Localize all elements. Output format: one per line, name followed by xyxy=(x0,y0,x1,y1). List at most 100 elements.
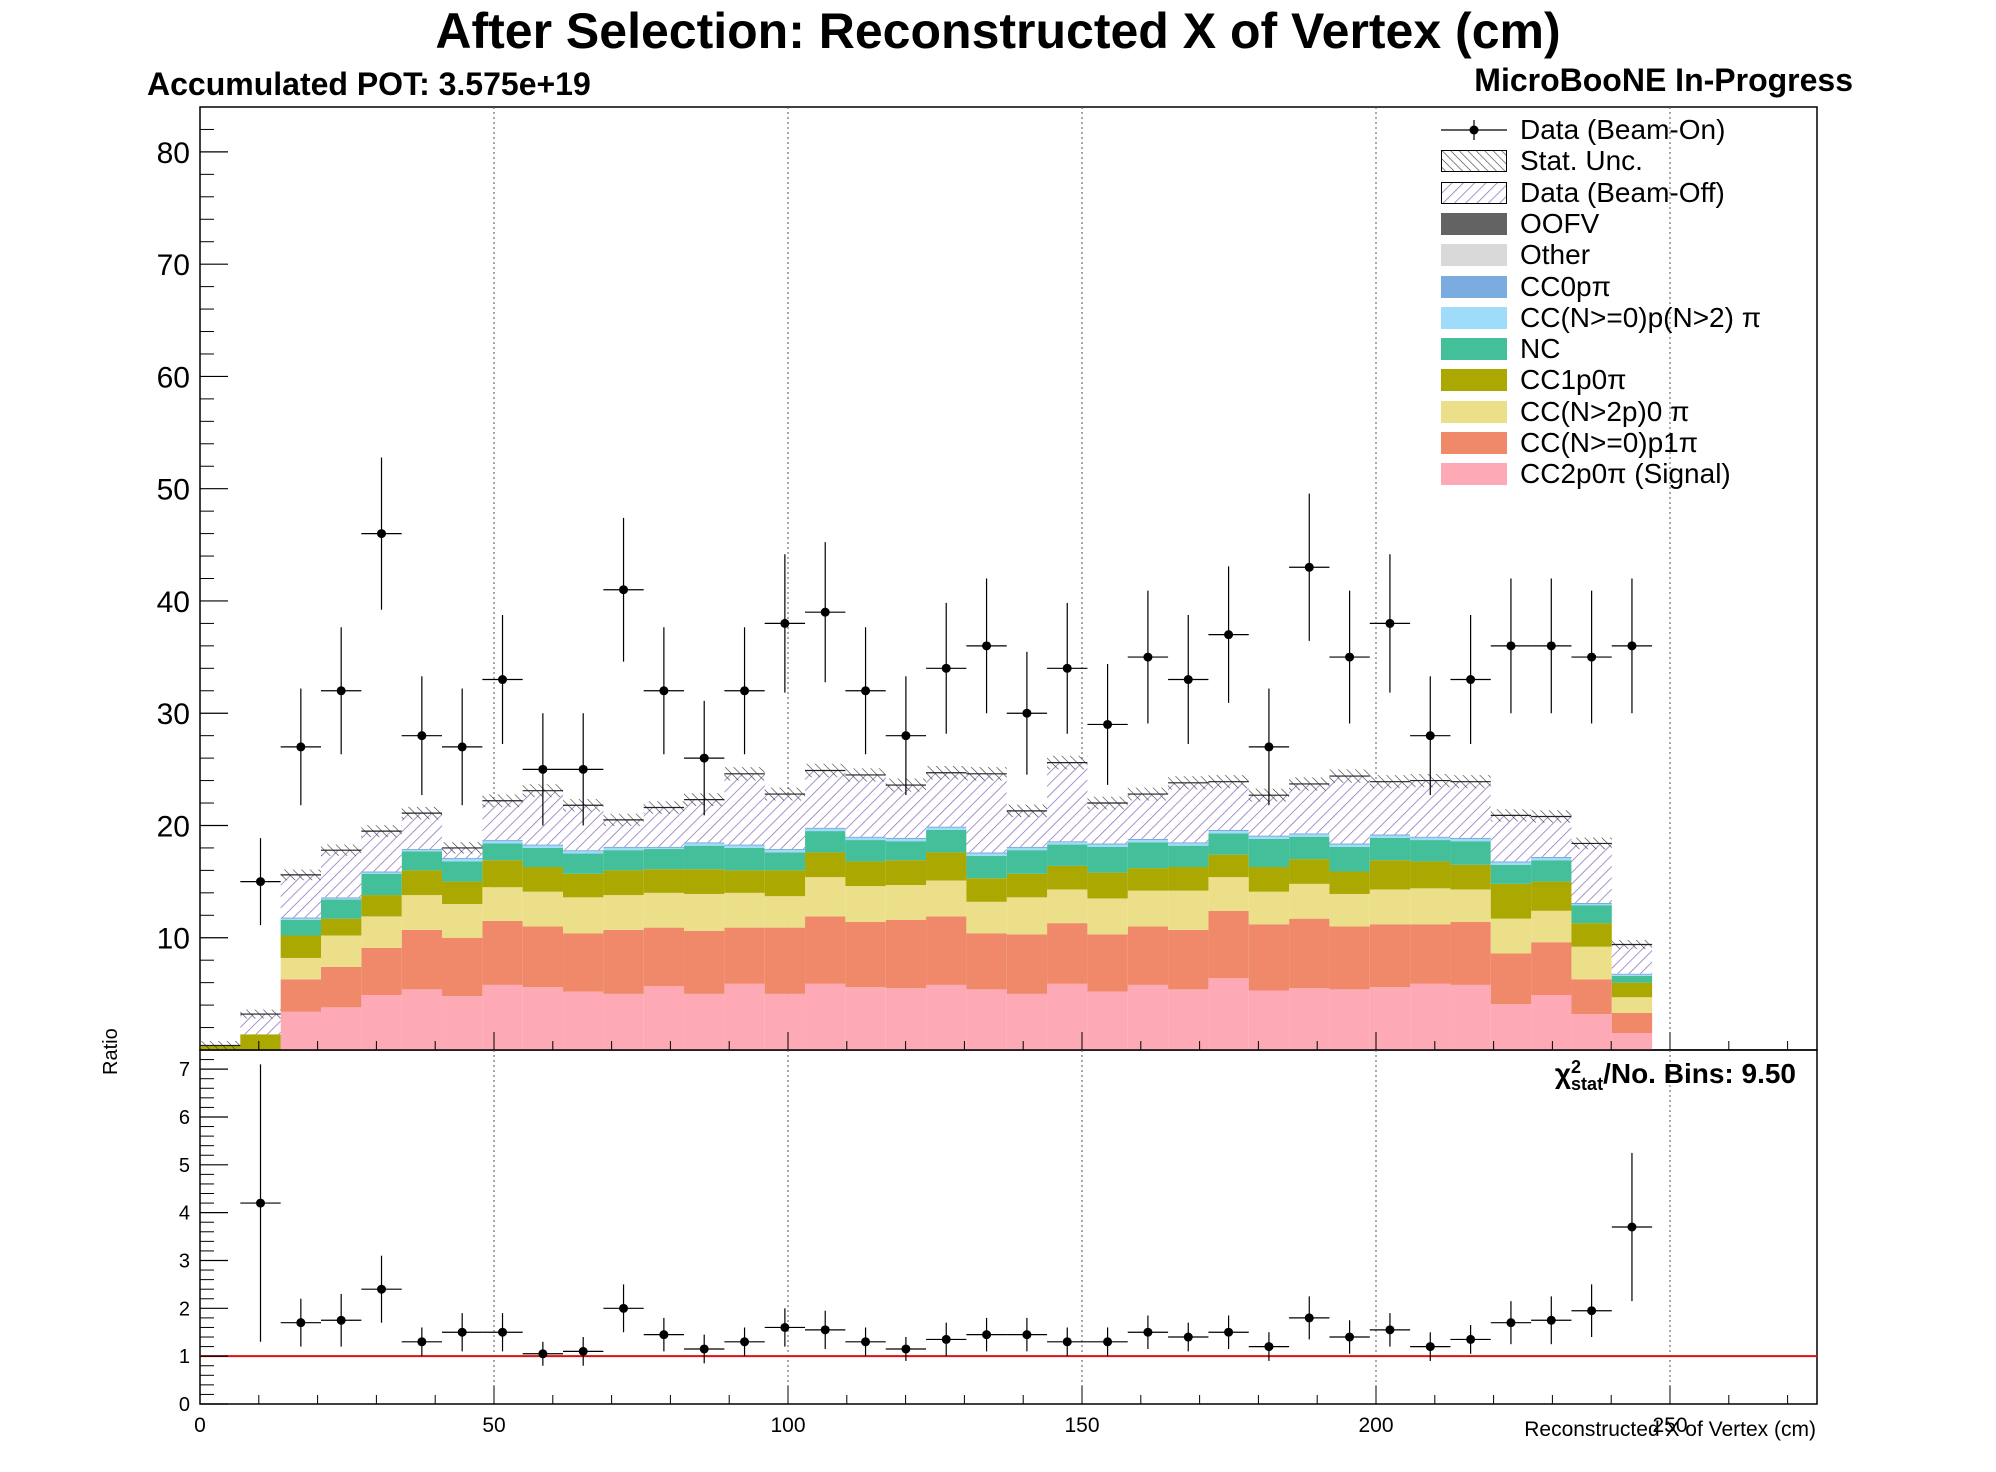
bar-segment xyxy=(1047,865,1088,890)
legend-swatch xyxy=(1441,275,1507,298)
ratio-y-tick-label: 1 xyxy=(179,1346,190,1368)
bar-segment xyxy=(1006,993,1048,1050)
bar-segment xyxy=(401,989,443,1050)
legend-label: Data (Beam-Off) xyxy=(1520,176,1725,208)
y-tick-label: 60 xyxy=(157,361,190,394)
data-point xyxy=(1183,675,1193,685)
bar-segment xyxy=(482,800,523,841)
bar-segment xyxy=(361,916,402,948)
bar-segment xyxy=(1127,890,1169,927)
bar-segment xyxy=(926,916,967,985)
bar-segment xyxy=(643,986,685,1050)
bar-segment xyxy=(280,918,322,920)
chart-title: After Selection: Reconstructed X of Vert… xyxy=(435,3,1561,59)
bar-segment xyxy=(885,884,927,920)
ratio-point xyxy=(1587,1306,1597,1316)
bar-segment xyxy=(1369,781,1411,835)
bar-segment xyxy=(1087,872,1128,899)
main-plot-area: 10 20 30 40 50 60 70 80 xyxy=(157,106,1818,1051)
bar-segment xyxy=(684,931,725,994)
bar-segment xyxy=(805,983,846,1050)
bar-segment xyxy=(442,881,483,905)
bar-segment xyxy=(482,920,523,985)
data-point xyxy=(941,663,951,673)
bar-segment xyxy=(1168,890,1209,930)
bar-segment xyxy=(361,831,402,872)
bar-segment xyxy=(966,853,1007,856)
bar-segment xyxy=(805,852,846,878)
bar-segment xyxy=(724,844,765,846)
bar-segment xyxy=(724,892,765,928)
bar-segment xyxy=(643,807,685,847)
bar-segment xyxy=(522,845,564,848)
bar-segment xyxy=(1168,842,1209,844)
data-point xyxy=(498,675,508,685)
bar-segment xyxy=(684,842,725,844)
legend-label: Other xyxy=(1520,239,1591,271)
bar-segment xyxy=(1047,889,1088,924)
bar-segment xyxy=(1087,843,1128,845)
data-point xyxy=(336,686,346,696)
bar-segment xyxy=(361,872,402,874)
x-tick-label: 50 xyxy=(482,1414,505,1437)
legend-swatch xyxy=(1441,244,1507,267)
bar-segment xyxy=(1611,1012,1653,1034)
bar-segment xyxy=(845,861,886,887)
bar-segment xyxy=(1248,838,1290,868)
bar-segment xyxy=(1410,837,1451,841)
bar-segment xyxy=(885,838,927,842)
bar-segment xyxy=(1611,982,1653,998)
bar-segment xyxy=(1127,842,1169,869)
bar-segment xyxy=(1047,923,1088,984)
ratio-point xyxy=(1062,1337,1072,1347)
bar-segment xyxy=(1531,910,1572,943)
ratio-point xyxy=(296,1318,306,1328)
ratio-axis-label: Ratio xyxy=(100,1028,122,1075)
bar-segment xyxy=(684,843,725,846)
chi2-annotation: χ 2 stat/No. Bins: 9.50 xyxy=(1555,1058,1796,1093)
bar-segment xyxy=(603,993,644,1050)
legend-swatch xyxy=(1441,306,1507,329)
ratio-point xyxy=(1385,1325,1395,1335)
bar-segment xyxy=(926,984,967,1050)
bar-segment xyxy=(1490,1003,1532,1050)
bar-segment xyxy=(1571,1014,1612,1050)
data-point xyxy=(578,764,588,774)
bar-segment xyxy=(1410,836,1451,838)
bar-segment xyxy=(361,947,402,995)
bar-segment xyxy=(1611,944,1653,974)
y-tick-label: 70 xyxy=(157,249,190,282)
data-point xyxy=(1546,641,1556,651)
legend-swatch xyxy=(1441,181,1507,204)
bar-segment xyxy=(321,966,362,1008)
ratio-point xyxy=(1143,1327,1153,1337)
data-point xyxy=(861,686,871,696)
y-tick-label: 20 xyxy=(157,810,190,843)
bar-segment xyxy=(966,773,1007,853)
bar-segment xyxy=(442,861,483,882)
bar-segment xyxy=(966,901,1007,934)
bar-segment xyxy=(684,869,725,894)
bar-segment xyxy=(724,870,765,893)
bar-segment xyxy=(280,957,322,980)
bar-segment xyxy=(805,831,846,853)
bar-segment xyxy=(1490,862,1532,865)
bar-segment xyxy=(684,845,725,870)
bar-segment xyxy=(321,897,362,899)
bar-segment xyxy=(442,937,483,997)
bar-segment xyxy=(643,846,685,848)
bar-segment xyxy=(1410,924,1451,984)
data-point xyxy=(1385,618,1395,628)
bar-segment xyxy=(845,922,886,988)
ratio-plot-area: 0 1 2 3 4 5 6 7 0 50 100 150 200 250 xyxy=(179,1049,1818,1437)
ratio-point xyxy=(457,1327,467,1337)
bar-segment xyxy=(321,935,362,967)
bar-segment xyxy=(885,919,927,989)
bar-segment xyxy=(1208,854,1249,878)
bar-segment xyxy=(926,772,967,827)
bar-segment xyxy=(764,849,806,851)
bar-segment xyxy=(563,933,604,992)
bar-segment xyxy=(603,870,644,896)
bar-segment xyxy=(845,886,886,923)
ratio-point xyxy=(1466,1334,1476,1344)
